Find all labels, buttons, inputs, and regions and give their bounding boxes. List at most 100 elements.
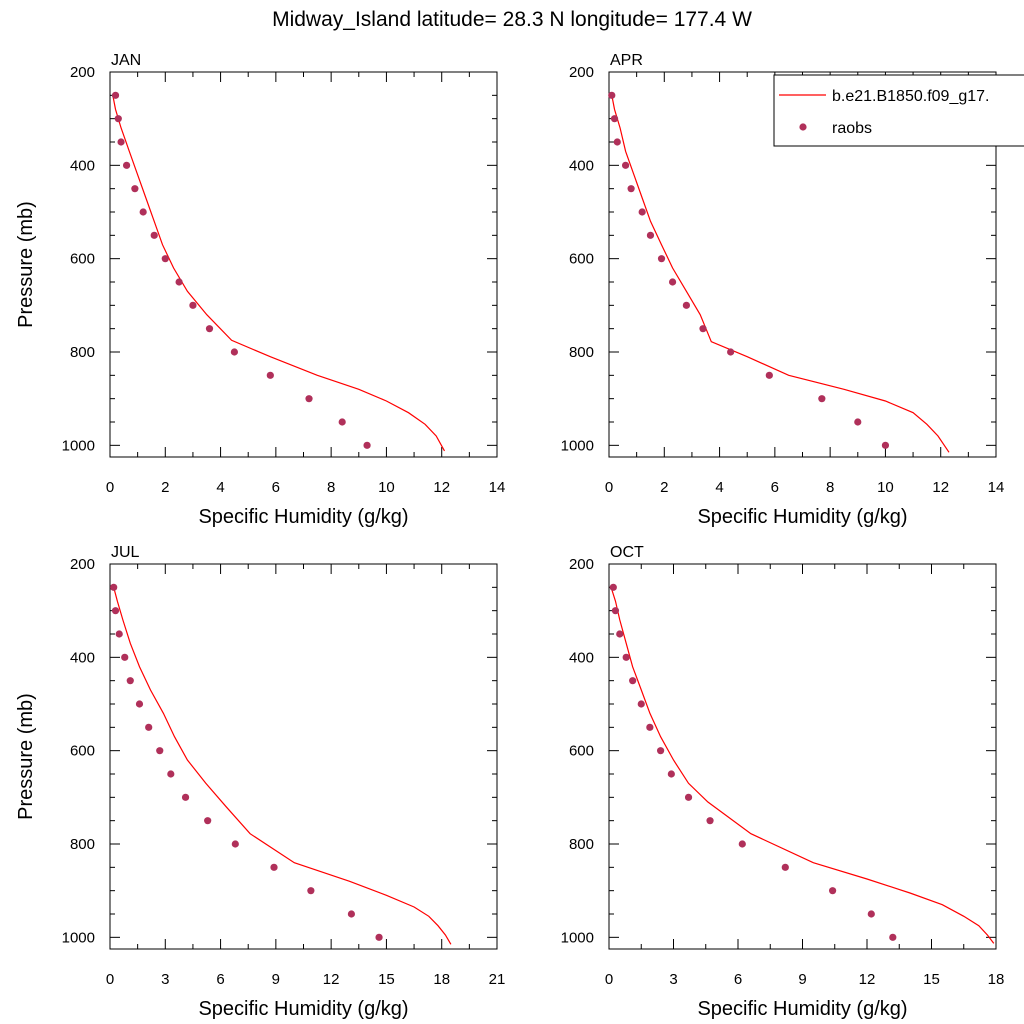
raobs-point [139, 208, 147, 216]
raobs-point [646, 723, 654, 731]
raobs-point [699, 325, 707, 333]
x-tick-label: 14 [988, 479, 1005, 496]
raobs-point [156, 747, 164, 755]
raobs-point [610, 115, 619, 123]
raobs-point [611, 607, 620, 615]
x-tick-label: 0 [605, 971, 613, 988]
raobs-point [622, 653, 630, 661]
raobs-point [121, 653, 129, 661]
raobs-point [621, 161, 630, 169]
raobs-point [363, 441, 371, 449]
raobs-point [781, 863, 789, 871]
raobs-point [608, 91, 616, 99]
raobs-point [126, 677, 134, 685]
raobs-point [727, 348, 735, 356]
y-tick-label: 1000 [62, 437, 95, 454]
panel-jan: JAN 200 400 600 800 1000 0 2 4 6 8 10 12 14 Specific H… [15, 52, 505, 528]
raobs-point [266, 371, 274, 379]
raobs-point [150, 231, 158, 239]
raobs-point [347, 910, 356, 918]
raobs-point [682, 301, 691, 309]
raobs-point [167, 770, 175, 778]
raobs-point [765, 371, 773, 379]
raobs-point [684, 793, 693, 801]
raobs-point [616, 630, 624, 638]
raobs-point [307, 887, 315, 895]
x-tick-label: 12 [932, 479, 949, 496]
raobs-point [613, 138, 621, 146]
panel-jul: JUL 200 400 600 800 1000 0 3 6 9 12 15 18 21 Specific … [15, 544, 505, 1020]
y-tick-label: 400 [70, 157, 95, 174]
raobs-point [111, 91, 120, 99]
raobs-point [829, 887, 837, 895]
x-tick-label: 14 [489, 479, 506, 496]
raobs-point [115, 630, 123, 638]
legend: b.e21.B1850.f09_g17.raobs [773, 74, 1024, 147]
raobs-point [111, 607, 120, 615]
raobs-point [205, 325, 214, 333]
panel-apr: APR 200 400 600 800 1000 0 2 4 6 8 10 12 14 Specific H… [561, 52, 1005, 528]
x-tick-label: 3 [161, 971, 169, 988]
y-tick-label: 800 [70, 344, 95, 361]
x-tick-label: 18 [988, 971, 1005, 988]
raobs-point [231, 840, 239, 848]
panel-label: OCT [610, 544, 644, 561]
panel-label: JAN [111, 52, 141, 69]
raobs-point [145, 723, 153, 731]
y-tick-label: 400 [569, 649, 594, 666]
x-tick-label: 3 [669, 971, 677, 988]
raobs-point [189, 301, 197, 309]
y-tick-label: 600 [569, 743, 594, 760]
raobs-point [230, 348, 238, 356]
x-tick-label: 9 [798, 971, 806, 988]
x-tick-label: 6 [272, 479, 280, 496]
x-tick-label: 8 [826, 479, 834, 496]
raobs-point [181, 793, 190, 801]
raobs-point [668, 278, 677, 286]
model-profile-line [112, 95, 446, 452]
raobs-point [706, 817, 714, 825]
x-tick-label: 15 [378, 971, 395, 988]
raobs-point [867, 910, 875, 918]
y-tick-label: 600 [70, 743, 95, 760]
x-tick-label: 0 [106, 479, 114, 496]
raobs-point [135, 700, 144, 708]
y-tick-label: 800 [569, 344, 594, 361]
raobs-point [667, 770, 675, 778]
y-tick-label: 200 [70, 64, 95, 81]
raobs-point [175, 278, 183, 286]
raobs-point [638, 208, 646, 216]
y-tick-label: 200 [70, 556, 95, 573]
raobs-point [881, 441, 890, 449]
model-profile-line [113, 587, 452, 945]
x-tick-label: 6 [734, 971, 742, 988]
raobs-point [161, 255, 169, 263]
panels: JAN 200 400 600 800 1000 0 2 4 6 8 10 12 14 Specific H… [15, 52, 1004, 1020]
raobs-point [629, 677, 637, 685]
raobs-point [854, 418, 862, 426]
x-tick-label: 4 [216, 479, 224, 496]
x-axis-label: Specific Humidity (g/kg) [697, 506, 907, 528]
y-tick-label: 800 [569, 836, 594, 853]
raobs-point [818, 395, 826, 403]
raobs-point [375, 933, 383, 941]
x-tick-label: 10 [378, 479, 395, 496]
raobs-point [122, 161, 131, 169]
legend-marker-swatch [799, 123, 807, 131]
legend-raobs-label: raobs [832, 120, 872, 137]
x-tick-label: 6 [771, 479, 779, 496]
x-tick-label: 15 [923, 971, 940, 988]
x-axis-label: Specific Humidity (g/kg) [198, 998, 408, 1020]
x-tick-label: 9 [272, 971, 280, 988]
y-tick-label: 800 [70, 836, 95, 853]
raobs-point [609, 583, 617, 591]
x-tick-label: 18 [433, 971, 450, 988]
panel-label: JUL [111, 544, 140, 561]
x-tick-label: 2 [161, 479, 169, 496]
y-tick-label: 400 [70, 649, 95, 666]
plot-frame [109, 563, 498, 950]
figure-title: Midway_Island latitude= 28.3 N longitude… [272, 8, 752, 31]
raobs-point [338, 418, 346, 426]
raobs-point [270, 863, 278, 871]
